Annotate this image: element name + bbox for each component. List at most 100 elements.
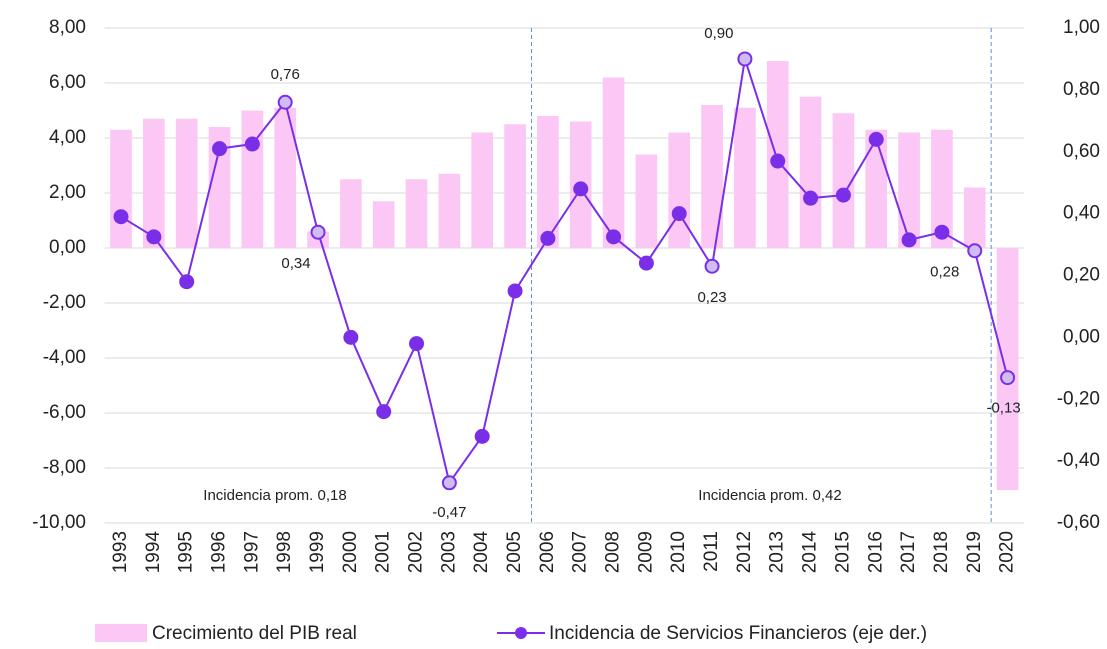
bar xyxy=(668,132,691,248)
line-point xyxy=(835,187,851,203)
y-tick-label: 8,00 xyxy=(49,17,86,38)
bar xyxy=(996,248,1019,490)
legend-label: Crecimiento del PIB real xyxy=(152,623,357,644)
bar xyxy=(635,154,658,248)
data-label: 0,23 xyxy=(697,289,726,306)
bar xyxy=(340,179,362,248)
line-point xyxy=(934,224,950,240)
line-point xyxy=(967,243,983,259)
line-point xyxy=(803,190,819,206)
y-tick-label: -6,00 xyxy=(43,402,86,423)
x-tick-label: 2010 xyxy=(668,531,689,573)
x-tick-label: 2007 xyxy=(570,531,591,573)
line-point xyxy=(606,229,622,245)
legend-swatch xyxy=(95,624,147,642)
bar xyxy=(537,116,559,248)
line-point xyxy=(868,131,884,147)
bar xyxy=(832,113,855,248)
line-point xyxy=(737,51,753,67)
legend-label: Incidencia de Servicios Financieros (eje… xyxy=(549,623,927,644)
bar xyxy=(701,105,723,248)
y-tick-label: 2,00 xyxy=(49,182,86,203)
x-tick-label: 1993 xyxy=(110,531,131,573)
x-tick-label: 2001 xyxy=(373,531,394,573)
y2-tick-label: -0,60 xyxy=(1057,512,1100,533)
x-tick-label: 2004 xyxy=(471,531,492,574)
bar xyxy=(898,132,920,248)
line-point xyxy=(212,141,228,157)
x-tick-label: 1999 xyxy=(307,531,328,573)
x-tick-label: 2020 xyxy=(997,531,1018,573)
x-tick-label: 2005 xyxy=(504,531,525,573)
annotation: Incidencia prom. 0,42 xyxy=(698,487,841,504)
bar xyxy=(471,132,494,248)
x-tick-label: 2012 xyxy=(734,531,755,573)
line-point xyxy=(343,329,359,345)
line-point xyxy=(277,94,293,110)
y2-tick-label: 0,40 xyxy=(1063,203,1100,224)
x-tick-label: 1998 xyxy=(274,531,295,573)
bar xyxy=(241,110,264,248)
x-tick-label: 2011 xyxy=(701,531,722,572)
line-point xyxy=(310,224,326,240)
bar xyxy=(963,187,986,248)
data-label: 0,28 xyxy=(930,264,959,281)
line-point xyxy=(376,404,392,420)
legend-swatch xyxy=(515,627,527,639)
bar xyxy=(504,124,526,248)
x-tick-label: 2003 xyxy=(438,531,459,573)
y-tick-label: 6,00 xyxy=(49,72,86,93)
line-point xyxy=(1000,370,1016,386)
x-tick-label: 1994 xyxy=(143,531,164,574)
data-label: -0,13 xyxy=(986,400,1020,417)
y2-tick-label: -0,20 xyxy=(1057,388,1100,409)
line-point xyxy=(507,283,523,299)
bar xyxy=(372,201,395,248)
y2-tick-label: 0,80 xyxy=(1063,79,1100,100)
y2-tick-label: 0,60 xyxy=(1063,141,1100,162)
line-point xyxy=(704,258,720,274)
data-label: -0,47 xyxy=(432,504,466,521)
bar xyxy=(865,129,888,248)
x-tick-label: 2019 xyxy=(964,531,985,573)
x-tick-label: 2018 xyxy=(931,531,952,573)
x-tick-label: 2000 xyxy=(340,531,361,573)
data-label: 0,76 xyxy=(271,66,300,83)
x-tick-label: 2013 xyxy=(767,531,788,573)
x-tick-label: 2017 xyxy=(898,531,919,573)
bar xyxy=(110,129,132,248)
x-tick-label: 2008 xyxy=(603,531,624,573)
line xyxy=(120,58,1009,486)
y-tick-label: -10,00 xyxy=(32,512,86,533)
line-point xyxy=(540,230,556,246)
bar xyxy=(143,118,165,248)
data-label: 0,90 xyxy=(704,25,733,42)
line-point xyxy=(671,206,687,222)
x-tick-label: 2006 xyxy=(537,531,558,573)
y2-tick-label: 1,00 xyxy=(1063,17,1100,38)
bar xyxy=(799,96,822,248)
x-tick-label: 2002 xyxy=(406,531,427,573)
y-tick-label: -4,00 xyxy=(43,347,86,368)
x-tick-label: 1997 xyxy=(241,531,262,573)
x-tick-label: 2014 xyxy=(800,531,821,574)
x-tick-label: 1996 xyxy=(209,531,230,573)
y-tick-label: -8,00 xyxy=(43,457,86,478)
x-tick-label: 1995 xyxy=(176,531,197,573)
bar xyxy=(734,107,756,248)
bar xyxy=(931,129,953,248)
y2-tick-label: -0,40 xyxy=(1057,450,1100,471)
y2-tick-label: 0,20 xyxy=(1063,265,1100,286)
line-point xyxy=(441,475,457,491)
y-tick-label: 0,00 xyxy=(49,237,86,258)
y2-tick-label: 0,00 xyxy=(1063,326,1100,347)
line-point xyxy=(573,181,589,197)
line-point xyxy=(146,229,162,245)
bar xyxy=(274,107,297,248)
line-point xyxy=(113,209,129,225)
y-tick-label: -2,00 xyxy=(43,292,86,313)
bar xyxy=(175,118,198,248)
line-point xyxy=(770,153,786,169)
bar xyxy=(438,173,461,248)
